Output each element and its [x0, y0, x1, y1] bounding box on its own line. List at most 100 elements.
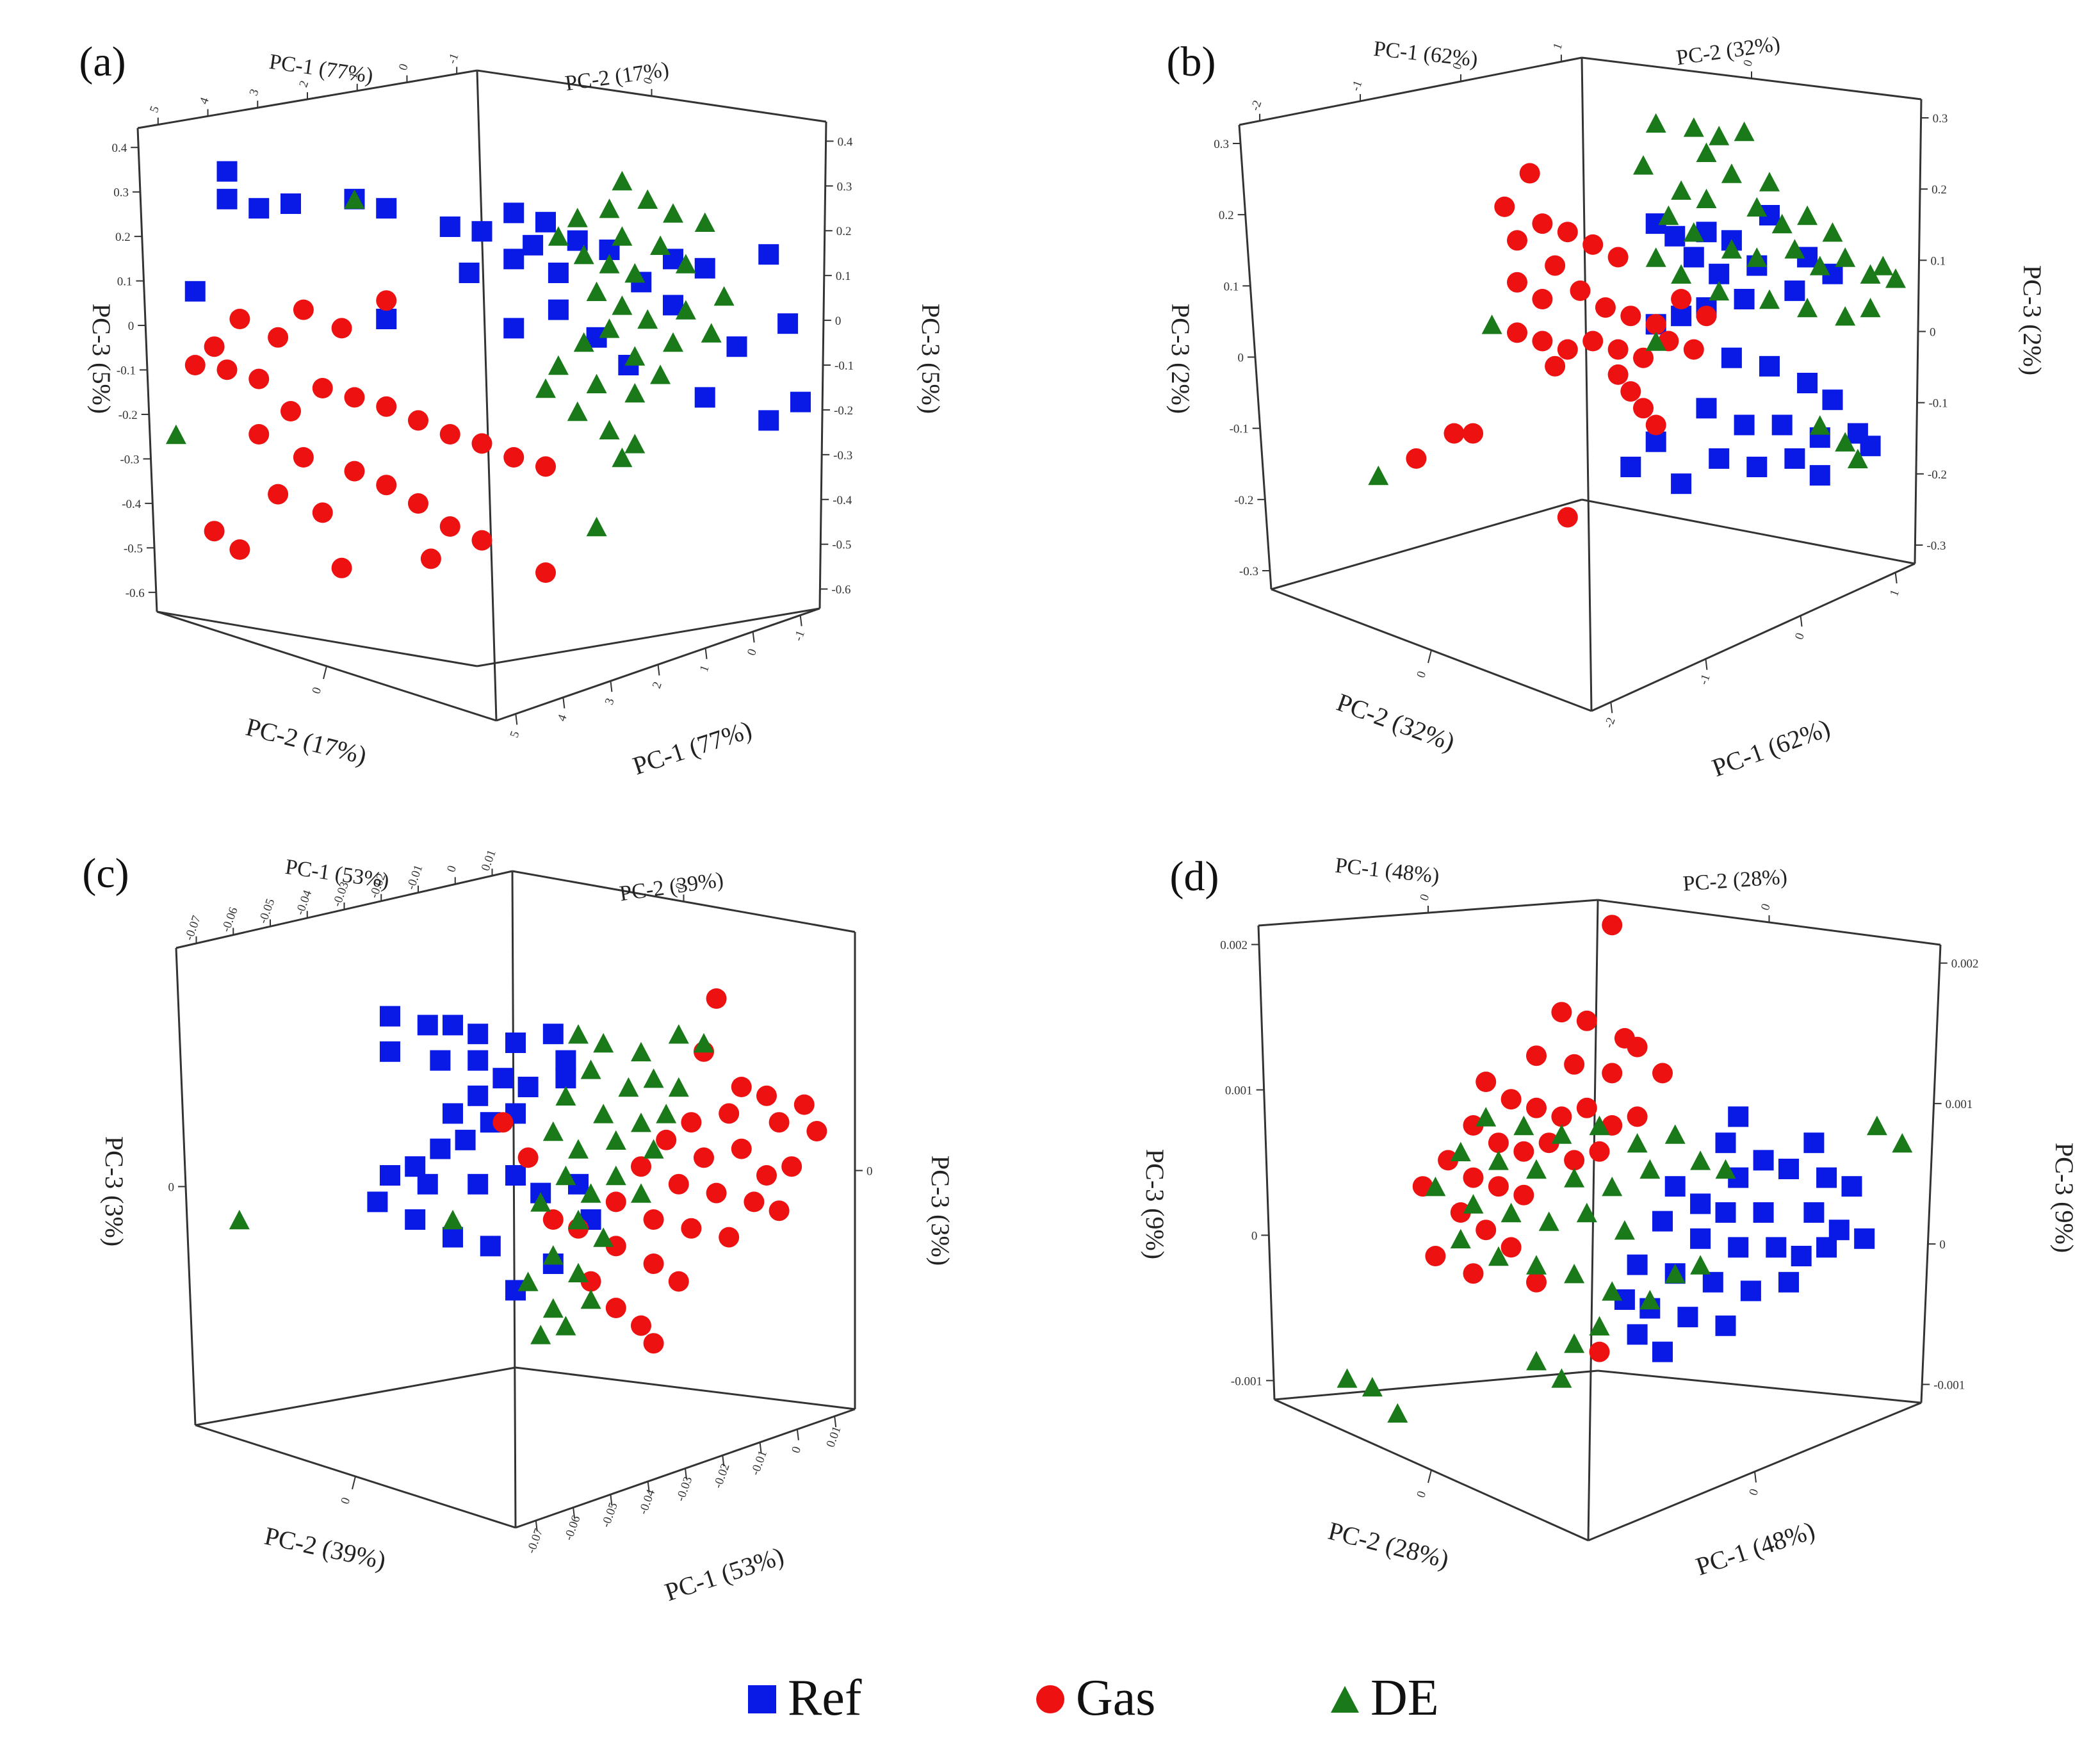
point-gas — [471, 530, 492, 551]
point-de — [1425, 1177, 1446, 1196]
point-gas — [1507, 322, 1527, 343]
point-de — [668, 1077, 689, 1097]
pc1-tick-label-top: 0 — [1417, 892, 1432, 902]
pc1-tick-label-bottom: 2 — [650, 680, 665, 690]
point-ref — [1709, 263, 1730, 284]
legend-item-gas: Gas — [1036, 1670, 1155, 1726]
pc1-axis-title-bottom: PC-1 (53%) — [661, 1541, 787, 1606]
pc1-tick-label-bottom: -0.07 — [525, 1527, 546, 1555]
point-gas — [331, 557, 352, 578]
pc3-tick-label-right: 0.1 — [1931, 254, 1946, 268]
point-de — [1715, 1159, 1736, 1179]
cube-edge — [1581, 498, 1915, 565]
pc2-axis-title-bottom: PC-2 (28%) — [1326, 1516, 1452, 1574]
point-ref — [471, 221, 492, 242]
point-ref — [1702, 1271, 1723, 1293]
point-gas — [492, 1112, 514, 1133]
tick-mark — [1427, 649, 1432, 664]
cube-edge — [1239, 56, 1582, 126]
tick-mark — [799, 615, 802, 626]
pc1-tick-label-top: 3 — [247, 87, 262, 97]
point-gas — [1589, 1341, 1610, 1362]
point-de — [229, 1209, 250, 1230]
pc1-tick-label-bottom: 4 — [555, 712, 570, 723]
pc3-tick-label-left: 0.3 — [113, 186, 129, 200]
cube-edge — [1257, 925, 1276, 1400]
point-gas — [229, 539, 250, 560]
point-de — [1488, 1246, 1509, 1266]
point-de — [586, 281, 607, 301]
point-ref — [380, 1041, 400, 1062]
pc3-tick-label-left: 0.2 — [1219, 209, 1234, 222]
point-gas — [744, 1191, 765, 1213]
pc1-tick-label-bottom: 5 — [508, 730, 523, 740]
point-ref — [468, 1085, 489, 1106]
point-de — [567, 401, 588, 421]
point-de — [568, 1024, 589, 1044]
pc3-tick-label-left: 0 — [1251, 1229, 1258, 1243]
pc1-tick-label-bottom: 1 — [697, 664, 712, 674]
pc3-axis-title-right: PC-3 (5%) — [916, 304, 945, 414]
pc3-axis-title-left: PC-3 (9%) — [1141, 1149, 1169, 1259]
point-ref — [1664, 225, 1686, 247]
point-gas — [229, 309, 250, 329]
pc3-tick-label-right: 0.001 — [1946, 1098, 1973, 1111]
point-gas — [312, 378, 333, 398]
point-ref — [1677, 1307, 1698, 1328]
data-points — [229, 988, 827, 1354]
point-ref — [376, 198, 397, 219]
point-de — [1690, 1255, 1711, 1275]
tick-mark — [352, 1476, 356, 1490]
pc3-tick-label-right: 0 — [1939, 1238, 1946, 1252]
point-gas — [1595, 297, 1616, 318]
point-gas — [281, 401, 301, 421]
point-de — [1734, 121, 1755, 142]
pc3-tick-label-left: 0 — [128, 320, 134, 333]
pc1-tick-label-top: 5 — [147, 104, 162, 115]
point-ref — [1778, 1159, 1799, 1179]
pc2-tick-label-bottom: 0 — [1414, 669, 1429, 680]
point-gas — [1589, 1141, 1610, 1162]
point-gas — [1513, 1141, 1534, 1162]
panels: 0.4 0.3 0.2 0.1 0 -0.1 -0.2 -0.3 -0.4 -0.5 -0.6 0.4… — [79, 32, 2079, 1606]
tick-mark — [1705, 658, 1708, 670]
point-ref — [548, 263, 569, 283]
point-de — [1589, 1115, 1610, 1136]
point-ref — [248, 198, 270, 219]
series-ref — [184, 161, 811, 431]
pc3-axis-title-left: PC-3 (2%) — [1166, 304, 1195, 414]
point-gas — [631, 1315, 651, 1336]
pc3-tick-label-left: -0.001 — [1231, 1375, 1262, 1388]
tick-mark — [704, 648, 708, 659]
point-de — [1664, 1124, 1686, 1144]
pc3-tick-label-right: -0.1 — [834, 359, 854, 373]
point-de — [542, 1121, 564, 1141]
point-de — [586, 373, 607, 393]
cube-edge — [1597, 1369, 1922, 1404]
pc3-tick-label-right: 0.002 — [1951, 958, 1979, 971]
pc1-tick-label-bottom: 0 — [789, 1445, 804, 1455]
point-de — [1627, 1133, 1648, 1153]
point-ref — [523, 234, 544, 256]
point-gas — [542, 1209, 564, 1230]
pc3-axis-title-right: PC-3 (3%) — [926, 1156, 955, 1266]
legend-marker-gas — [1036, 1685, 1064, 1713]
point-gas — [1488, 1176, 1509, 1197]
point-de — [599, 318, 620, 338]
point-gas — [1607, 247, 1629, 268]
point-de — [713, 286, 735, 306]
point-gas — [1645, 414, 1666, 436]
point-ref — [1816, 1167, 1837, 1188]
point-ref — [1627, 1324, 1648, 1345]
series-ref — [1614, 1106, 1875, 1362]
pc2-axis-title-top: PC-2 (17%) — [564, 58, 671, 95]
point-de — [599, 199, 620, 218]
pc3-tick-label-right: -0.6 — [831, 584, 850, 597]
point-gas — [656, 1129, 677, 1150]
point-ref — [1728, 1106, 1749, 1127]
pc3-tick-label-left: -0.2 — [1234, 494, 1253, 507]
point-de — [530, 1192, 551, 1212]
tick-mark — [610, 1494, 613, 1506]
point-gas — [408, 410, 428, 431]
series-de — [1337, 1107, 1913, 1423]
